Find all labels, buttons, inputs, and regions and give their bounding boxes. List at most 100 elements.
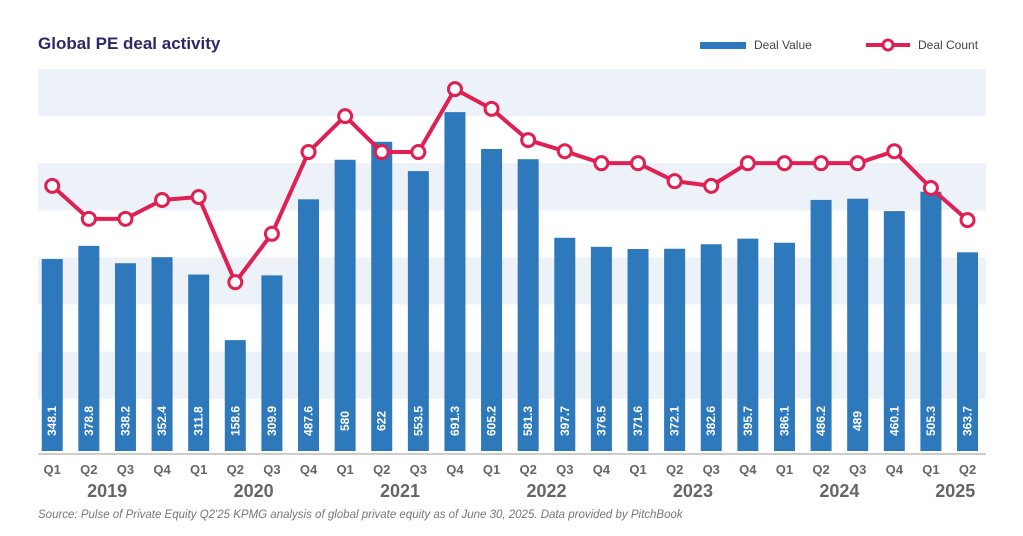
bar-deal-value [773, 242, 795, 451]
bar-value-label: 505.3 [924, 406, 938, 436]
year-tick-label: 2023 [673, 481, 713, 501]
bar-value-label: 371.6 [631, 406, 645, 436]
year-tick-label: 2024 [819, 481, 859, 501]
bar-value-label: 311.8 [192, 406, 206, 436]
quarter-tick-label: Q3 [410, 462, 427, 477]
source-note: Source: Pulse of Private Equity Q2'25 KP… [38, 509, 683, 521]
deal-count-marker [337, 108, 354, 125]
bar-value-label: 309.9 [265, 406, 279, 436]
quarter-tick-label: Q4 [739, 462, 757, 477]
deal-count-marker [886, 143, 903, 160]
quarter-tick-label: Q1 [776, 462, 793, 477]
bar-value-label: 460.1 [887, 406, 901, 436]
bar-deal-value [261, 275, 283, 451]
bar-swatch-icon [700, 41, 746, 49]
quarter-tick-label: Q4 [153, 462, 171, 477]
year-tick-label: 2021 [380, 481, 420, 501]
deal-count-marker [593, 155, 610, 172]
bar-deal-value [334, 159, 356, 451]
grid-band [38, 163, 986, 211]
bar-deal-value [151, 257, 173, 451]
year-tick-label: 2025 [935, 481, 975, 501]
grid-band [38, 351, 986, 399]
quarter-tick-label: Q3 [263, 462, 280, 477]
bar-deal-value [664, 248, 686, 451]
year-tick-label: 2022 [526, 481, 566, 501]
quarter-tick-label: Q4 [886, 462, 904, 477]
quarter-tick-label: Q3 [556, 462, 573, 477]
bar-value-label: 581.3 [521, 406, 535, 436]
quarter-tick-label: Q1 [922, 462, 939, 477]
deal-count-marker [446, 81, 463, 98]
deal-count-marker [520, 132, 537, 149]
bar-value-label: 338.2 [118, 406, 132, 436]
grid-band [38, 69, 986, 117]
legend-label: Deal Count [918, 38, 979, 52]
quarter-tick-label: Q4 [300, 462, 318, 477]
bar-deal-value [590, 246, 612, 451]
deal-count-marker [483, 100, 500, 117]
bar-deal-value [957, 252, 979, 451]
deal-count-marker [410, 144, 427, 161]
bar-value-label: 489 [851, 411, 865, 431]
bar-deal-value [41, 259, 63, 451]
deal-count-marker [190, 188, 207, 205]
bar-deal-value [78, 245, 100, 451]
quarter-tick-label: Q2 [812, 462, 829, 477]
legend-deal-value: Deal Value [700, 38, 812, 52]
deal-count-marker [300, 144, 317, 161]
bar-deal-value [810, 199, 832, 451]
bar-deal-value [554, 237, 576, 451]
deal-count-marker [263, 225, 280, 242]
bar-value-label: 158.6 [228, 406, 242, 436]
quarter-tick-label: Q2 [80, 462, 97, 477]
bar-deal-value [481, 148, 503, 451]
bar-deal-value [517, 159, 539, 451]
bar-value-label: 363.7 [961, 406, 975, 436]
quarter-tick-label: Q3 [117, 462, 134, 477]
bar-value-label: 352.4 [155, 406, 169, 436]
year-tick-label: 2019 [87, 481, 127, 501]
quarter-tick-label: Q1 [336, 462, 353, 477]
bar-deal-value [920, 191, 942, 451]
quarter-tick-label: Q2 [227, 462, 244, 477]
quarter-tick-label: Q2 [666, 462, 683, 477]
bar-value-label: 487.6 [302, 406, 316, 436]
bar-value-label: 397.7 [558, 406, 572, 436]
deal-count-marker [373, 144, 390, 161]
bar-value-label: 378.8 [82, 406, 96, 436]
bar-deal-value [114, 263, 136, 451]
bar-value-label: 376.5 [594, 406, 608, 436]
quarter-tick-label: Q3 [849, 462, 866, 477]
grid-band [38, 257, 986, 305]
quarter-tick-label: Q3 [703, 462, 720, 477]
deal-count-marker [80, 210, 97, 227]
bar-deal-value [407, 171, 429, 452]
deal-count-marker [739, 155, 756, 172]
bar-value-label: 372.1 [668, 406, 682, 436]
deal-count-marker [154, 191, 171, 208]
deal-count-marker [959, 212, 976, 229]
bar-value-label: 382.6 [704, 406, 718, 436]
bar-value-label: 395.7 [741, 406, 755, 436]
bar-value-label: 553.5 [411, 406, 425, 436]
bar-deal-value [847, 198, 869, 451]
quarter-tick-label: Q2 [520, 462, 537, 477]
quarter-tick-label: Q2 [959, 462, 976, 477]
quarter-tick-label: Q4 [593, 462, 611, 477]
deal-count-marker [666, 173, 683, 190]
quarter-tick-label: Q1 [483, 462, 500, 477]
bar-value-label: 622 [375, 411, 389, 431]
deal-count-marker [556, 143, 573, 160]
bar-deal-value [188, 274, 210, 451]
deal-count-marker [849, 155, 866, 172]
bar-deal-value [444, 112, 466, 451]
bar-deal-value [700, 244, 722, 451]
deal-count-marker [776, 155, 793, 172]
line-marker-icon [866, 38, 910, 52]
bar-value-label: 386.1 [777, 406, 791, 436]
deal-count-marker [922, 180, 939, 197]
quarter-tick-label: Q1 [190, 462, 207, 477]
bar-value-label: 691.3 [448, 406, 462, 436]
